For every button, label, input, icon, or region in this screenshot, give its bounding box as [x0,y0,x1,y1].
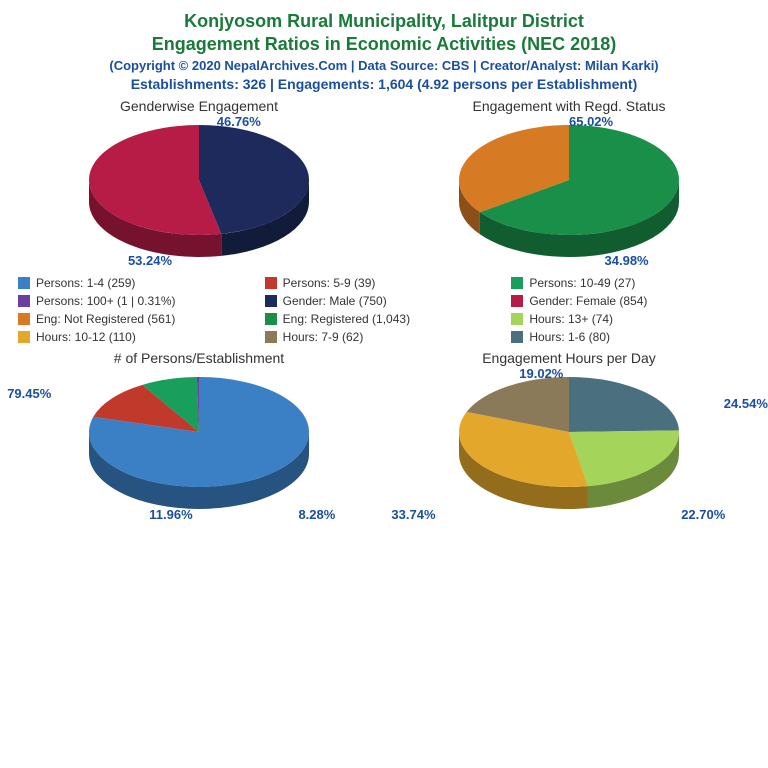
pie-pct-label: 53.24% [128,253,172,268]
legend-label: Eng: Registered (1,043) [283,312,410,326]
title-line-2: Engagement Ratios in Economic Activities… [14,33,754,56]
pie-pct-label: 22.70% [681,507,725,522]
legend-item: Persons: 5-9 (39) [265,276,504,290]
legend-label: Hours: 1-6 (80) [529,330,610,344]
legend: Persons: 1-4 (259) Persons: 5-9 (39) Perso… [18,276,750,344]
chart-gender-title: Genderwise Engagement [21,98,376,114]
chart-regd: Engagement with Regd. Status 65.02% 34.98… [391,98,746,266]
pie-persons: 79.45%11.96%8.28% [21,368,376,518]
legend-swatch [511,331,523,343]
chart-gender: Genderwise Engagement 46.76% 53.24% [21,98,376,266]
legend-swatch [265,313,277,325]
legend-item: Hours: 1-6 (80) [511,330,750,344]
legend-swatch [18,331,30,343]
legend-item: Gender: Male (750) [265,294,504,308]
pie-hours: 24.54%22.70%33.74%19.02% [391,368,746,518]
summary-line: Establishments: 326 | Engagements: 1,604… [14,76,754,92]
legend-label: Hours: 13+ (74) [529,312,613,326]
top-charts-row: Genderwise Engagement 46.76% 53.24% Engag… [14,98,754,266]
pie-gender: 46.76% 53.24% [21,116,376,266]
pie-pct-label: 11.96% [149,507,192,522]
legend-item: Persons: 1-4 (259) [18,276,257,290]
pie-pct-label: 33.74% [391,507,435,522]
legend-item: Eng: Registered (1,043) [265,312,504,326]
chart-hours: Engagement Hours per Day 24.54%22.70%33.… [391,350,746,518]
bottom-charts-row: # of Persons/Establishment 79.45%11.96%8… [14,350,754,518]
legend-label: Persons: 1-4 (259) [36,276,135,290]
pie-pct-label: 79.45% [7,386,51,401]
copyright-line: (Copyright © 2020 NepalArchives.Com | Da… [14,58,754,73]
legend-label: Hours: 10-12 (110) [36,330,136,344]
legend-swatch [18,295,30,307]
pie-regd: 65.02% 34.98% [391,116,746,266]
chart-hours-title: Engagement Hours per Day [391,350,746,366]
title-line-1: Konjyosom Rural Municipality, Lalitpur D… [14,10,754,33]
legend-label: Eng: Not Registered (561) [36,312,175,326]
chart-persons: # of Persons/Establishment 79.45%11.96%8… [21,350,376,518]
legend-item: Persons: 10-49 (27) [511,276,750,290]
legend-item: Hours: 10-12 (110) [18,330,257,344]
legend-label: Gender: Female (854) [529,294,647,308]
legend-item: Hours: 7-9 (62) [265,330,504,344]
pie-pct-label: 24.54% [724,396,768,411]
header-block: Konjyosom Rural Municipality, Lalitpur D… [14,10,754,92]
legend-label: Persons: 5-9 (39) [283,276,376,290]
legend-label: Hours: 7-9 (62) [283,330,364,344]
legend-item: Eng: Not Registered (561) [18,312,257,326]
legend-swatch [511,295,523,307]
legend-label: Persons: 100+ (1 | 0.31%) [36,294,176,308]
legend-swatch [18,313,30,325]
pie-pct-label: 19.02% [519,366,563,381]
legend-swatch [265,331,277,343]
legend-swatch [511,313,523,325]
legend-swatch [265,277,277,289]
legend-swatch [265,295,277,307]
infographic-container: Konjyosom Rural Municipality, Lalitpur D… [0,0,768,768]
legend-label: Persons: 10-49 (27) [529,276,635,290]
pie-pct-label: 34.98% [605,253,649,268]
legend-item: Persons: 100+ (1 | 0.31%) [18,294,257,308]
pie-pct-label: 65.02% [569,114,613,129]
pie-pct-label: 46.76% [217,114,261,129]
chart-regd-title: Engagement with Regd. Status [391,98,746,114]
chart-persons-title: # of Persons/Establishment [21,350,376,366]
legend-item: Hours: 13+ (74) [511,312,750,326]
pie-pct-label: 8.28% [298,507,335,522]
legend-label: Gender: Male (750) [283,294,387,308]
legend-swatch [18,277,30,289]
legend-item: Gender: Female (854) [511,294,750,308]
legend-swatch [511,277,523,289]
